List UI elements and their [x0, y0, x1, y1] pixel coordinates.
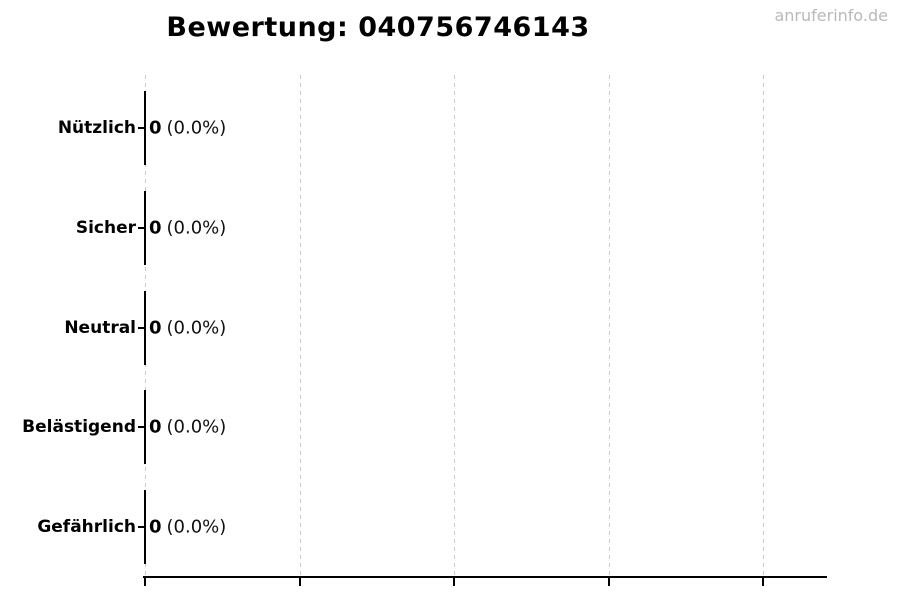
gridline	[454, 75, 455, 578]
category-label: Nützlich	[57, 118, 136, 138]
bar-value-label: 0 (0.0%)	[149, 317, 226, 338]
bar-value-percent: (0.0%)	[166, 416, 227, 438]
plot-area: Nützlich 0 (0.0%) Sicher 0 (0.0%) Neutral 0 (0.0…	[22, 75, 827, 586]
y-axis-tick	[138, 426, 145, 429]
bar-value-label: 0 (0.0%)	[149, 118, 226, 139]
bar-value-count: 0	[149, 516, 162, 538]
bar-value-count: 0	[149, 217, 162, 239]
y-axis-tick	[138, 127, 145, 129]
bar-value-count: 0	[149, 117, 162, 139]
bar-value-count: 0	[149, 416, 162, 438]
gridline	[763, 75, 764, 578]
category-label: Neutral	[64, 317, 136, 338]
bar-row: Nützlich 0 (0.0%)	[58, 91, 825, 165]
x-axis-tick	[607, 578, 610, 586]
bar-value-percent: (0.0%)	[166, 516, 227, 538]
category-label: Sicher	[75, 217, 136, 238]
bar-row: Gefährlich 0 (0.0%)	[37, 490, 825, 564]
x-axis-tick	[762, 578, 764, 586]
x-axis-tick	[298, 578, 301, 586]
bar-value-count: 0	[149, 317, 162, 338]
bar-row: Neutral 0 (0.0%)	[64, 290, 825, 365]
watermark-text: anruferinfo.de	[774, 6, 888, 25]
bar-row: Sicher 0 (0.0%)	[76, 190, 825, 265]
bar	[144, 91, 146, 165]
y-axis-tick	[138, 226, 145, 229]
bar-value-label: 0 (0.0%)	[149, 217, 226, 238]
bar	[144, 390, 146, 465]
x-axis-line	[143, 576, 827, 578]
bar	[144, 490, 146, 564]
bar-value-percent: (0.0%)	[166, 217, 227, 239]
bar-value-label: 0 (0.0%)	[149, 517, 226, 538]
gridline	[608, 75, 610, 578]
bar	[144, 190, 146, 265]
bar	[144, 290, 146, 365]
bar-value-label: 0 (0.0%)	[149, 417, 226, 438]
y-axis-tick	[138, 326, 145, 329]
x-axis-tick	[453, 578, 455, 586]
gridline	[299, 75, 301, 578]
bar-value-percent: (0.0%)	[166, 317, 227, 338]
y-axis-tick	[138, 526, 145, 528]
bar-value-percent: (0.0%)	[166, 117, 227, 139]
category-label: Belästigend	[22, 417, 136, 438]
bar-row: Belästigend 0 (0.0%)	[22, 390, 825, 465]
chart-title: Bewertung: 040756746143	[166, 12, 590, 43]
x-axis-tick	[144, 578, 146, 586]
category-label: Gefährlich	[37, 517, 136, 537]
